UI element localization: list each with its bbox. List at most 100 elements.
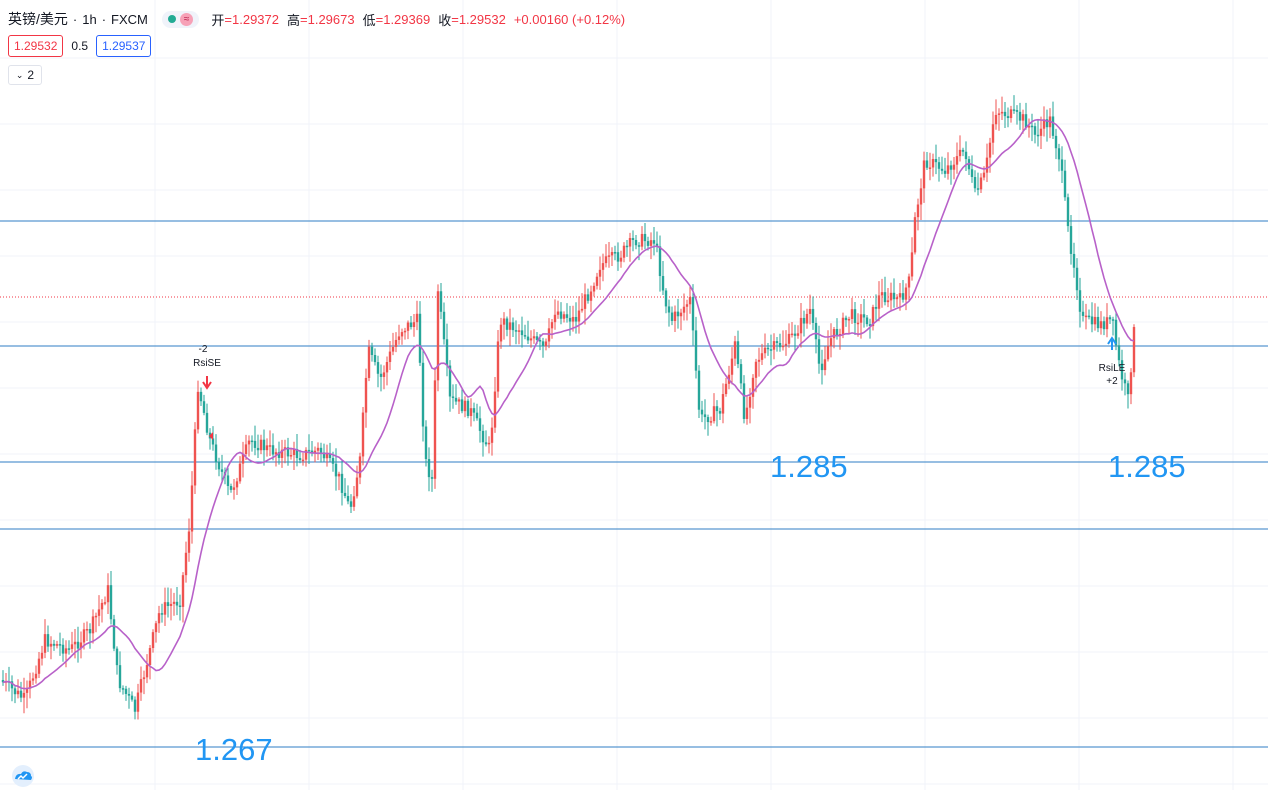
candle-body xyxy=(379,373,383,377)
candle-body xyxy=(709,421,713,423)
candle-body xyxy=(391,346,395,352)
candle-body xyxy=(343,492,347,496)
candle-body xyxy=(844,317,848,321)
candle-body xyxy=(1081,311,1085,316)
buy-button[interactable]: 1.29537 xyxy=(96,35,152,57)
candle-body xyxy=(1000,111,1004,114)
moving-average-line xyxy=(2,118,1135,690)
sell-marker-icon xyxy=(209,432,213,440)
candle-body xyxy=(922,160,926,189)
candle-body xyxy=(460,399,464,412)
candle-body xyxy=(796,333,800,336)
candle-body xyxy=(520,330,524,336)
candle-body xyxy=(157,613,161,624)
candle-body xyxy=(955,156,959,165)
candle-body xyxy=(991,124,995,143)
candle-body xyxy=(853,309,857,323)
candle-body xyxy=(127,693,131,696)
candle-body xyxy=(55,644,59,646)
candle-body xyxy=(421,362,425,427)
candle-body xyxy=(898,293,902,298)
tradingview-logo-icon[interactable] xyxy=(9,764,37,788)
candle-body xyxy=(355,477,359,497)
candle-body xyxy=(682,306,686,313)
candle-body xyxy=(868,324,872,327)
candle-body xyxy=(622,245,626,258)
symbol-name[interactable]: 英镑/美元 xyxy=(8,11,68,27)
chevron-down-icon: ⌄ xyxy=(15,69,24,80)
candle-body xyxy=(1039,128,1043,136)
candle-body xyxy=(676,311,680,317)
candle-body xyxy=(256,447,260,451)
candle-body xyxy=(634,239,638,246)
candle-body xyxy=(706,417,710,423)
candle-body xyxy=(565,314,569,318)
candle-body xyxy=(37,658,41,674)
candle-body xyxy=(448,365,452,397)
candle-body xyxy=(661,276,665,291)
candle-body xyxy=(103,602,107,604)
candle-body xyxy=(205,412,209,433)
candle-body xyxy=(292,448,296,456)
candle-body xyxy=(775,341,779,343)
candle-body xyxy=(361,412,365,457)
candle-body xyxy=(985,157,989,173)
candle-body xyxy=(877,295,881,309)
candle-body xyxy=(1030,125,1034,128)
candle-body xyxy=(331,458,335,464)
candle-body xyxy=(883,292,887,303)
candle-body xyxy=(595,276,599,286)
candle-body xyxy=(418,313,422,363)
candle-body xyxy=(139,679,143,693)
candle-body xyxy=(265,445,269,451)
sell-button[interactable]: 1.29532 xyxy=(8,35,64,57)
candle-body xyxy=(607,255,611,257)
candle-body xyxy=(85,629,89,631)
candle-body xyxy=(142,677,146,680)
candle-body xyxy=(751,377,755,397)
candle-body xyxy=(586,294,590,301)
candle-body xyxy=(541,341,545,347)
candle-body xyxy=(658,246,662,277)
candle-body xyxy=(1078,290,1082,312)
rsile-count-label: +2 xyxy=(1106,376,1118,387)
candle-body xyxy=(937,162,941,169)
candle-body xyxy=(202,401,206,413)
candle-body xyxy=(829,338,833,347)
candle-body xyxy=(646,241,650,246)
candle-body xyxy=(382,372,386,377)
candle-body xyxy=(871,306,875,327)
candle-body xyxy=(100,602,104,610)
candle-body xyxy=(415,313,419,323)
candle-body xyxy=(544,341,548,347)
candle-body xyxy=(49,643,53,647)
interval-label[interactable]: 1h xyxy=(82,11,97,27)
candle-body xyxy=(805,313,809,324)
candle-body xyxy=(628,238,632,247)
candle-body xyxy=(340,473,344,493)
candle-body xyxy=(403,330,407,333)
indicators-toggle-button[interactable]: ⌄ 2 xyxy=(8,65,42,85)
candle-body xyxy=(571,316,575,322)
candle-body xyxy=(307,449,311,452)
candle-body xyxy=(856,322,860,325)
sell-arrow-icon xyxy=(202,376,212,390)
candle-body xyxy=(655,243,659,247)
candle-body xyxy=(514,330,518,332)
candle-body xyxy=(835,329,839,336)
candle-body xyxy=(793,333,797,336)
candle-body xyxy=(214,444,218,463)
candle-body xyxy=(886,300,890,303)
candle-body xyxy=(130,695,134,700)
candle-body xyxy=(664,290,668,307)
candle-body xyxy=(688,297,692,305)
candle-body xyxy=(724,383,728,395)
market-status-pill[interactable]: ≈ xyxy=(161,10,200,28)
candle-body xyxy=(1072,253,1076,268)
candle-body xyxy=(1132,327,1136,373)
candle-body xyxy=(481,430,485,443)
candle-body xyxy=(133,699,137,712)
candle-body xyxy=(778,342,782,348)
candle-body xyxy=(1,680,5,683)
